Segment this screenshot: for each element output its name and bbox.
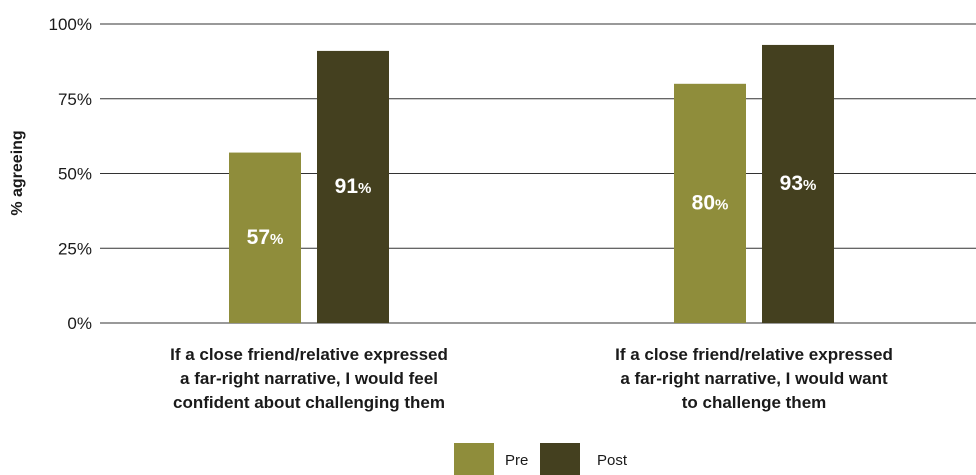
bar-pre-1 xyxy=(229,152,301,323)
y-tick-label: 0% xyxy=(67,314,92,333)
y-tick-label: 100% xyxy=(49,15,92,34)
y-tick-label: 25% xyxy=(58,239,92,258)
y-axis-label: % agreeing xyxy=(9,130,26,215)
y-tick-label: 75% xyxy=(58,90,92,109)
bar-value-label: 91% xyxy=(335,175,372,198)
bar-value-label: 57% xyxy=(247,226,284,249)
bar-pre-2 xyxy=(674,83,746,323)
category-labels: If a close friend/relative expressed a fa… xyxy=(170,345,893,412)
bar-value-label: 93% xyxy=(780,172,817,195)
bars xyxy=(229,44,834,324)
bar-value-labels: 57% 91% 80% 93% xyxy=(247,172,817,249)
category-label: If a close friend/relative expressed a fa… xyxy=(170,345,448,412)
y-axis-ticks: 0% 25% 50% 75% 100% xyxy=(49,15,92,333)
legend-swatch-pre xyxy=(454,443,494,475)
bar-post-1 xyxy=(317,50,389,323)
legend-label-pre: Pre xyxy=(505,452,528,469)
bar-value-label: 80% xyxy=(692,191,729,214)
bar-post-2 xyxy=(762,44,834,324)
legend-swatch-post xyxy=(540,443,580,475)
category-label: If a close friend/relative expressed a fa… xyxy=(615,345,893,412)
legend: Pre Post xyxy=(454,443,628,475)
y-tick-label: 50% xyxy=(58,165,92,184)
legend-label-post: Post xyxy=(597,452,628,469)
